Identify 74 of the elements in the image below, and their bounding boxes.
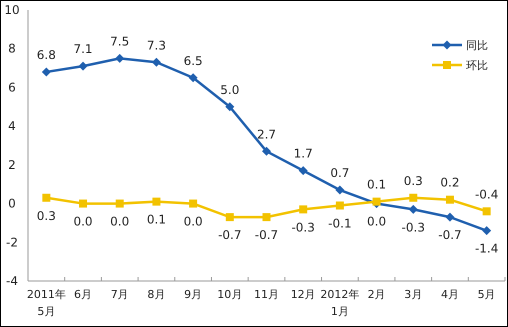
data-label: -0.7 <box>218 228 242 242</box>
y-tick-label: 2 <box>8 158 16 172</box>
point <box>152 58 161 67</box>
point <box>115 54 124 63</box>
y-tick-label: -4 <box>6 274 18 288</box>
data-label: 0.3 <box>36 208 56 223</box>
legend-label: 同比 <box>466 39 488 52</box>
point <box>446 196 454 204</box>
data-label: 0.0 <box>110 214 130 229</box>
y-tick-label: 4 <box>8 119 16 134</box>
legend-label: 环比 <box>466 59 488 72</box>
point <box>78 62 88 71</box>
point <box>299 205 308 214</box>
data-label: -1.4 <box>474 242 498 256</box>
point <box>189 200 198 208</box>
data-label: 0.0 <box>184 214 203 229</box>
data-label: 6.8 <box>36 48 56 62</box>
point <box>409 194 418 202</box>
data-label: 7.1 <box>73 42 93 56</box>
data-label: 0.7 <box>330 166 350 180</box>
data-label: 0.3 <box>404 174 423 188</box>
x-tick-label: 4月 <box>440 288 459 301</box>
point <box>42 194 50 202</box>
x-tick-label: 8月 <box>147 288 166 301</box>
point <box>188 73 198 82</box>
data-label: -0.7 <box>438 228 462 242</box>
point <box>335 186 344 195</box>
data-label: 0.0 <box>73 214 93 229</box>
data-label: 7.3 <box>146 38 166 52</box>
point <box>262 213 270 222</box>
data-label: -0.4 <box>474 187 498 202</box>
point <box>42 67 51 76</box>
x-tick-label: 10月 <box>217 288 242 301</box>
data-label: -0.7 <box>254 228 278 242</box>
data-label: 7.5 <box>110 34 130 48</box>
y-tick-label: -2 <box>6 235 18 250</box>
x-tick-label: 9月 <box>184 288 202 301</box>
x-tick-label: 5月 <box>478 288 496 301</box>
point <box>482 226 492 236</box>
y-tick-label: 6 <box>8 80 16 94</box>
point <box>262 146 271 156</box>
point <box>225 102 234 112</box>
data-label: 6.5 <box>184 54 203 68</box>
data-label: 0.2 <box>440 176 460 190</box>
y-tick-label: 0 <box>8 196 16 211</box>
point <box>408 204 418 214</box>
data-label: 1.7 <box>294 146 313 161</box>
x-tick-label: 2月 <box>368 288 386 301</box>
x-tick-label: 7月 <box>110 288 129 301</box>
data-label: -0.3 <box>402 220 425 234</box>
data-label: 0.1 <box>146 212 166 227</box>
data-label: -0.1 <box>328 216 352 231</box>
x-tick-label: 12月 <box>290 288 316 301</box>
x-tick-label: 6月 <box>74 288 92 301</box>
data-label: 0.0 <box>367 214 386 229</box>
point <box>226 213 234 222</box>
point <box>445 212 454 222</box>
point <box>116 200 124 208</box>
point <box>79 200 88 208</box>
x-tick-label: 11月 <box>254 288 279 301</box>
x-tick-label: 3月 <box>404 288 422 301</box>
point <box>152 198 160 206</box>
data-label: 2.7 <box>256 127 276 142</box>
x-tick-label: 2012年 1月 <box>320 288 360 318</box>
data-label: -0.3 <box>291 220 315 234</box>
point <box>336 202 344 210</box>
point <box>482 207 491 216</box>
data-label: 5.0 <box>220 82 240 97</box>
y-tick-label: 8 <box>8 42 16 56</box>
x-tick-label: 2011年 5月 <box>26 288 66 318</box>
data-label: 0.1 <box>367 178 386 192</box>
point <box>372 198 381 206</box>
y-tick-label: 10 <box>4 3 20 17</box>
point <box>298 166 308 176</box>
